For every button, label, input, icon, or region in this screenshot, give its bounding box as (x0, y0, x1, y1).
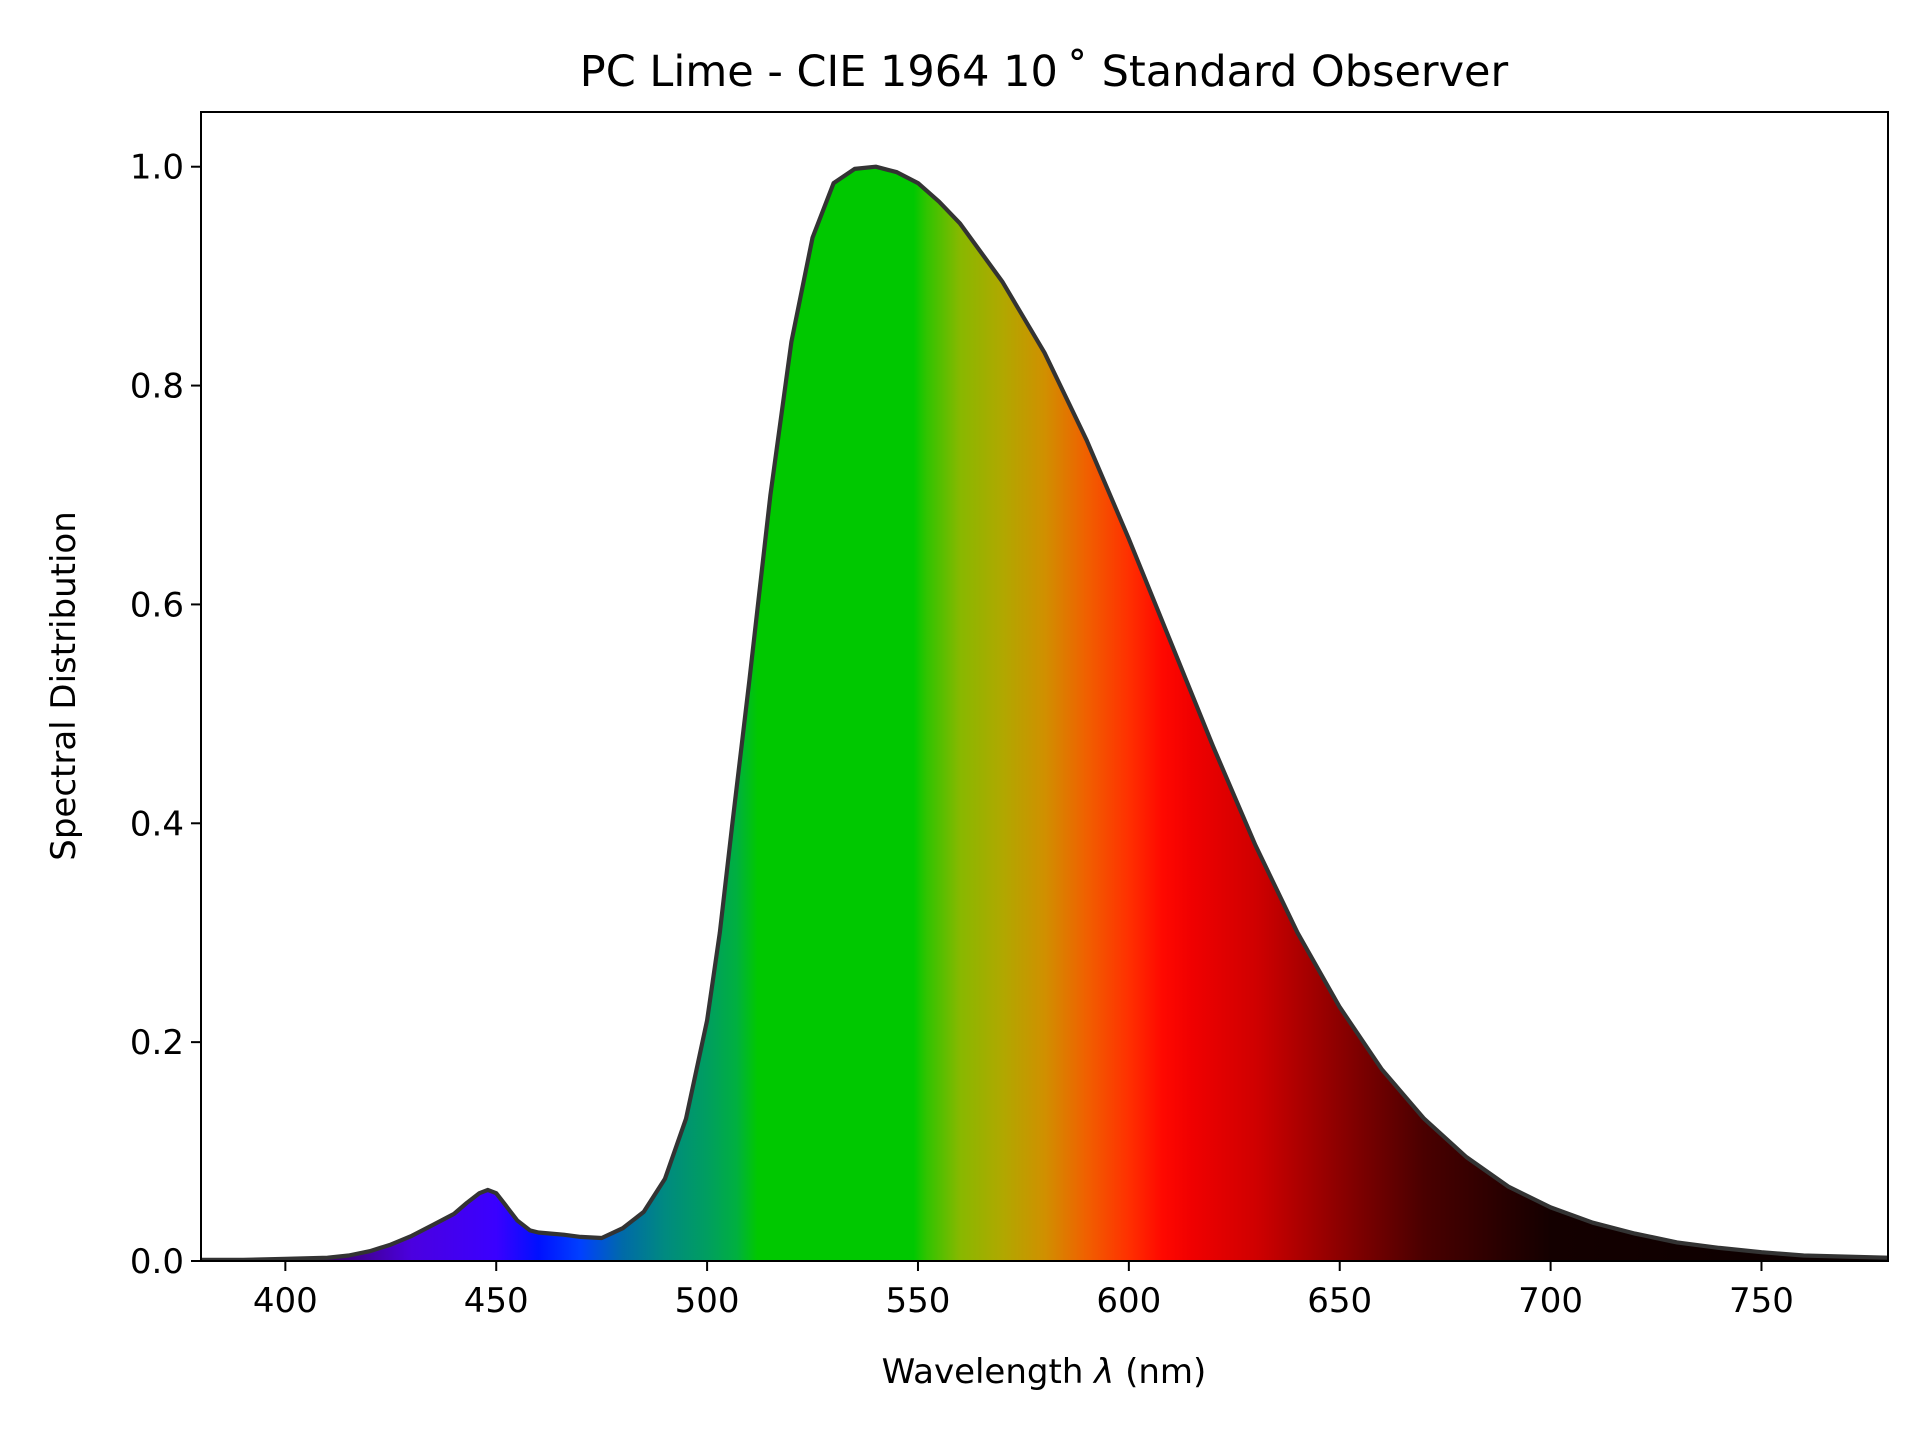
x-tick-label: 500 (675, 1281, 740, 1321)
x-axis-label-prefix: Wavelength (882, 1352, 1095, 1392)
x-axis-label-suffix: (nm) (1114, 1352, 1206, 1392)
x-axis-label-symbol: λ (1092, 1352, 1114, 1392)
y-tick-label: 0.4 (130, 804, 184, 844)
y-axis-ticks: 0.0 0.2 0.4 0.6 0.8 1.0 (130, 148, 201, 1282)
spectrum-area-fill (201, 166, 1888, 1261)
x-axis-label: Wavelength λ (nm) (882, 1352, 1207, 1392)
x-axis-ticks: 400 450 500 550 600 650 700 750 (253, 1261, 1794, 1321)
chart-title: PC Lime - CIE 1964 10 ˚ Standard Observe… (580, 47, 1509, 97)
y-tick-label: 0.8 (130, 367, 184, 407)
y-tick-label: 0.2 (130, 1023, 184, 1063)
x-tick-label: 600 (1096, 1281, 1161, 1321)
y-tick-label: 0.0 (130, 1242, 184, 1282)
spectral-distribution-line (201, 164, 1888, 1261)
y-axis-label: Spectral Distribution (44, 511, 84, 861)
x-tick-label: 650 (1307, 1281, 1372, 1321)
y-tick-label: 0.6 (130, 585, 184, 625)
x-tick-label: 450 (464, 1281, 529, 1321)
x-tick-label: 400 (253, 1281, 318, 1321)
plot-frame (200, 111, 1889, 1262)
y-tick-label: 1.0 (130, 148, 184, 188)
x-tick-label: 750 (1729, 1281, 1794, 1321)
x-tick-label: 550 (886, 1281, 951, 1321)
x-tick-label: 700 (1518, 1281, 1583, 1321)
